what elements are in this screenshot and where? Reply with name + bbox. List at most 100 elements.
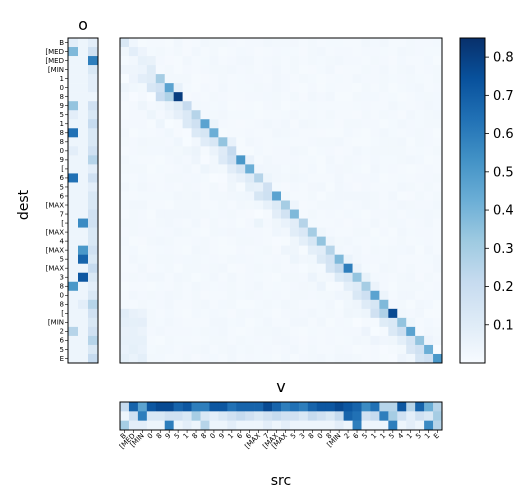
attention-cell xyxy=(307,308,318,319)
attention-cell xyxy=(424,128,434,138)
attention-cell xyxy=(370,200,380,210)
attention-cell xyxy=(415,182,425,192)
attention-cell xyxy=(254,137,264,147)
attention-cell xyxy=(325,74,335,84)
attention-cell xyxy=(236,209,246,219)
attention-cell xyxy=(263,209,273,219)
o-cell xyxy=(78,263,89,274)
attention-cell xyxy=(379,146,389,156)
v-title: v xyxy=(276,377,285,396)
attention-cell xyxy=(325,209,335,219)
attention-cell xyxy=(182,155,192,165)
attention-cell xyxy=(245,182,255,192)
attention-cell xyxy=(307,74,318,84)
attention-cell xyxy=(254,263,264,274)
src-tick-label: 1 xyxy=(405,432,414,441)
attention-cell xyxy=(370,47,380,57)
attention-cell xyxy=(307,38,318,48)
v-cell xyxy=(173,402,183,412)
attention-cell xyxy=(120,101,130,111)
v-cell xyxy=(173,411,183,421)
attention-cell xyxy=(343,272,353,283)
attention-cell xyxy=(361,182,371,192)
attention-cell xyxy=(343,92,353,102)
attention-cell xyxy=(245,263,255,274)
attention-cell xyxy=(343,245,353,255)
attention-cell xyxy=(406,326,416,337)
o-cell xyxy=(88,317,99,328)
dest-tick-label: 8 xyxy=(60,138,64,146)
attention-cell xyxy=(218,236,228,246)
attention-cell xyxy=(164,47,174,57)
attention-cell xyxy=(254,200,264,210)
v-cell xyxy=(415,420,425,431)
attention-cell xyxy=(334,191,344,201)
attention-cell xyxy=(155,191,166,201)
o-cell xyxy=(68,173,79,183)
attention-cell xyxy=(236,128,246,138)
attention-cell xyxy=(424,155,434,165)
attention-cell xyxy=(370,353,380,364)
o-cell xyxy=(88,299,99,310)
v-cell xyxy=(388,411,398,421)
attention-cell xyxy=(415,344,425,355)
o-cell xyxy=(78,164,89,174)
attention-cell xyxy=(227,236,237,246)
attention-cell xyxy=(433,155,443,165)
attention-cell xyxy=(254,299,264,310)
attention-cell xyxy=(307,119,318,129)
o-cell xyxy=(88,353,99,364)
attention-cell xyxy=(307,191,318,201)
attention-cell xyxy=(120,146,130,156)
attention-cell xyxy=(218,38,228,48)
dest-tick-label: 4 xyxy=(60,237,65,245)
attention-cell xyxy=(361,353,371,364)
attention-cell xyxy=(120,353,130,364)
attention-cell xyxy=(352,119,362,129)
attention-cell xyxy=(164,56,174,66)
attention-cell xyxy=(191,173,201,183)
attention-cell xyxy=(325,110,335,120)
attention-cell xyxy=(164,308,174,319)
attention-cell xyxy=(281,218,291,228)
attention-cell xyxy=(361,128,371,138)
attention-cell xyxy=(388,83,398,93)
src-ticks: B[MED[MIN 0 8 9 5 1 8 8 0 9 1 6 6[MAX 7[MAX[MAX 5 3 8 0 8[… xyxy=(118,430,441,451)
attention-cell xyxy=(415,38,425,48)
attention-cell xyxy=(200,299,210,310)
attention-cell xyxy=(415,83,425,93)
attention-cell xyxy=(272,245,282,255)
attention-cell xyxy=(200,290,210,301)
attention-cell xyxy=(218,263,228,274)
attention-cell xyxy=(120,326,130,337)
attention-cell xyxy=(146,182,157,192)
attention-cell xyxy=(343,191,353,201)
attention-cell xyxy=(334,227,344,237)
attention-cell xyxy=(128,218,139,228)
attention-cell xyxy=(352,335,362,346)
attention-cell xyxy=(281,155,291,165)
attention-cell xyxy=(236,335,246,346)
attention-cell xyxy=(173,200,183,210)
attention-cell xyxy=(200,200,210,210)
attention-cell xyxy=(120,290,130,301)
attention-cell xyxy=(334,128,344,138)
o-cell xyxy=(68,38,79,48)
attention-cell xyxy=(263,110,273,120)
attention-cell xyxy=(361,47,371,57)
attention-cell xyxy=(307,353,318,364)
attention-cell xyxy=(191,101,201,111)
o-cell xyxy=(88,227,99,237)
attention-cell xyxy=(316,38,327,48)
attention-cell xyxy=(120,164,130,174)
attention-cell xyxy=(200,317,210,328)
attention-cell xyxy=(182,137,192,147)
attention-cell xyxy=(397,245,407,255)
attention-cell xyxy=(173,110,183,120)
attention-cell xyxy=(281,272,291,283)
attention-cell xyxy=(433,209,443,219)
o-cell xyxy=(68,74,79,84)
attention-cell xyxy=(334,326,344,337)
attention-cell xyxy=(397,281,407,292)
attention-cell xyxy=(415,317,425,328)
